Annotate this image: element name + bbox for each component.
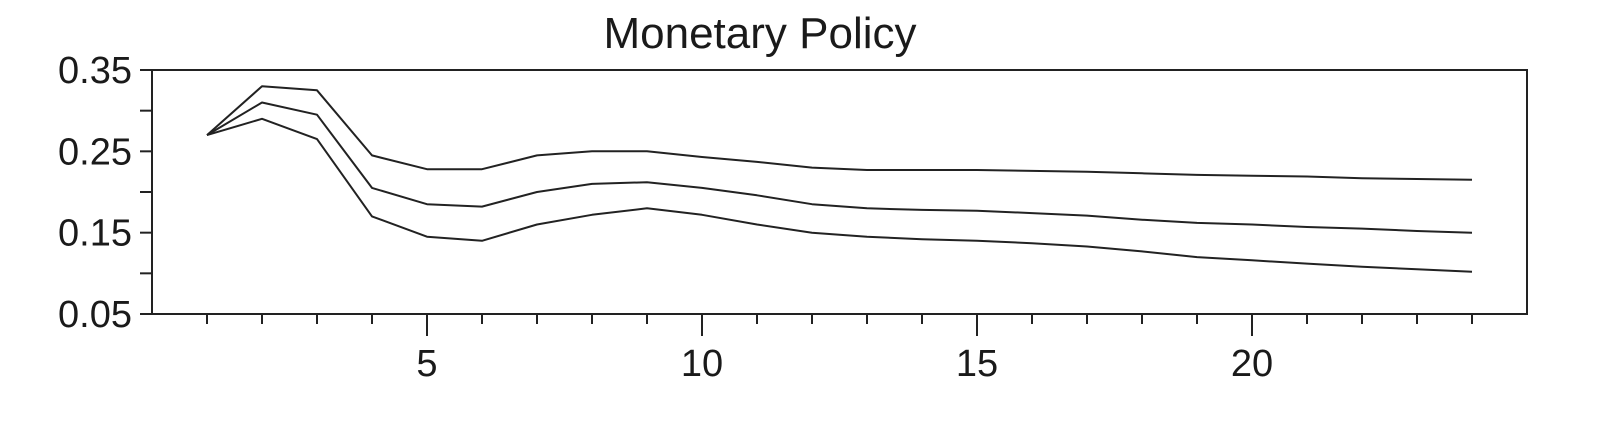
x-axis: 5 10 15 20 — [206, 314, 1473, 385]
y-tick-label: 0.25 — [58, 131, 132, 173]
series-lines — [206, 85, 1473, 273]
chart-title: Monetary Policy — [603, 9, 916, 58]
y-tick-label: 0.15 — [58, 213, 132, 255]
x-tick-label: 20 — [1231, 343, 1273, 385]
x-tick-label: 5 — [416, 343, 437, 385]
plot-frame — [151, 69, 1528, 315]
x-tick-label: 15 — [956, 343, 998, 385]
x-tick-label: 10 — [681, 343, 723, 385]
series-line-3 — [206, 117, 1473, 273]
y-axis: 0.05 0.15 0.25 0.35 — [58, 50, 152, 336]
y-tick-label: 0.05 — [58, 294, 132, 336]
y-tick-label: 0.35 — [58, 50, 132, 92]
series-line-2 — [206, 101, 1473, 234]
series-line-1 — [206, 85, 1473, 181]
